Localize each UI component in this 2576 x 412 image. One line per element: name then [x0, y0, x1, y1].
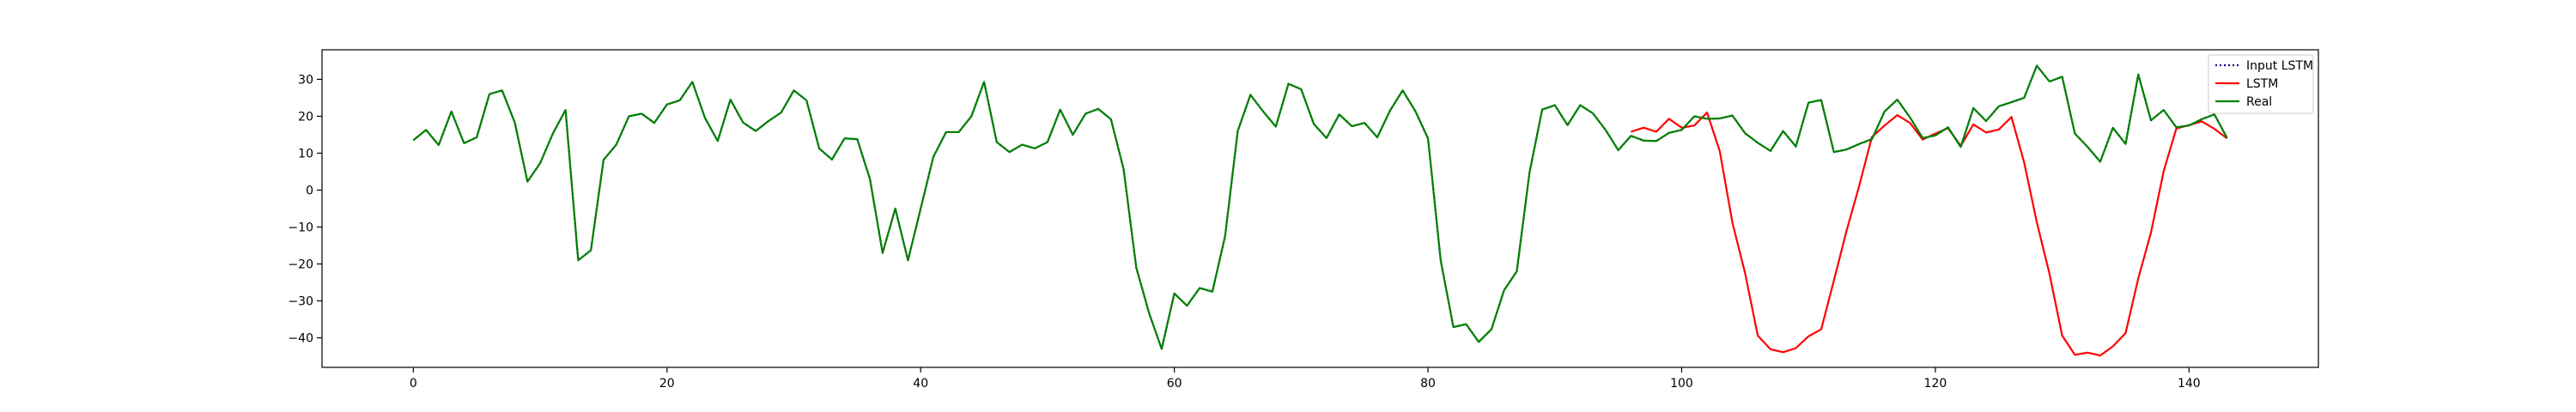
y-tick-label: −40: [288, 332, 313, 346]
legend-box: [2208, 54, 2314, 114]
y-tick-label: 10: [298, 147, 313, 161]
plot-frame: [321, 49, 2319, 368]
x-tick-label: 60: [1167, 377, 1182, 391]
x-tick-label: 120: [1924, 377, 1947, 391]
series-line-real: [412, 64, 2228, 350]
legend-label-lstm: LSTM: [2246, 77, 2278, 91]
x-tick-label: 0: [410, 377, 417, 391]
legend-label-real: Real: [2246, 95, 2272, 109]
series-layer: [412, 64, 2228, 357]
x-tick-label: 140: [2178, 377, 2201, 391]
x-tick-label: 40: [913, 377, 928, 391]
y-tick-label: 20: [298, 110, 313, 124]
x-axis: 0 20 40 60 80 100 120 140: [410, 367, 2201, 391]
y-tick-label: −30: [288, 295, 313, 309]
y-tick-label: −10: [288, 221, 313, 235]
legend-label-input-lstm: Input LSTM: [2246, 59, 2313, 73]
x-tick-label: 80: [1420, 377, 1436, 391]
y-tick-label: −20: [288, 258, 313, 272]
y-tick-label: 0: [306, 184, 313, 197]
y-axis: −40 −30 −20 −10 0 10 20 30: [288, 73, 322, 346]
plot-area: [322, 50, 2318, 367]
y-tick-label: 30: [298, 73, 313, 87]
x-tick-label: 20: [659, 377, 675, 391]
legend: Input LSTM LSTM Real: [2208, 54, 2314, 114]
x-tick-label: 100: [1670, 377, 1693, 391]
